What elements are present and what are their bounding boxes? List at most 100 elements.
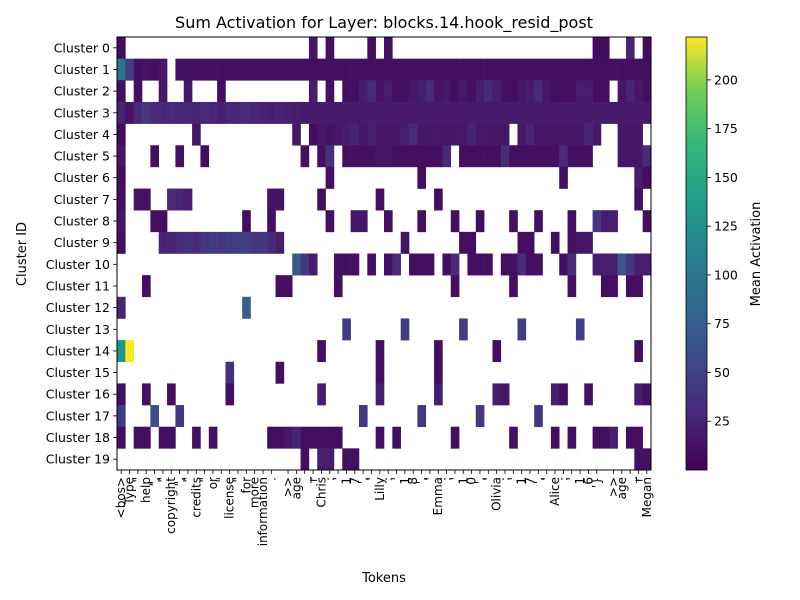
heatmap-cell	[534, 145, 543, 168]
x-tick-label: 8	[406, 477, 420, 485]
heatmap-cell	[150, 210, 160, 233]
heatmap-cell	[492, 80, 502, 103]
x-tick-label: _	[623, 476, 637, 484]
heatmap-cell	[450, 426, 460, 449]
heatmap-cell	[358, 210, 368, 233]
heatmap-cell	[484, 58, 493, 81]
heatmap-cell	[592, 253, 602, 276]
heatmap-cell	[409, 80, 418, 103]
y-tick-label: Cluster 0	[54, 40, 110, 55]
heatmap-cell	[292, 101, 301, 124]
heatmap-cell	[375, 426, 385, 449]
heatmap-cell	[233, 231, 243, 254]
heatmap-cell	[475, 145, 485, 168]
heatmap-cell	[609, 210, 618, 233]
x-tick-label: '	[506, 477, 520, 480]
heatmap-cell	[200, 101, 210, 124]
heatmap-cell	[600, 253, 610, 276]
y-tick-label: Cluster 15	[46, 365, 110, 380]
heatmap-cell	[475, 253, 485, 276]
y-tick-label: Cluster 2	[54, 84, 110, 99]
heatmap-cell	[509, 275, 518, 298]
heatmap-cell	[625, 80, 635, 103]
y-tick-label: Cluster 3	[54, 105, 110, 120]
heatmap-cell	[642, 101, 652, 124]
heatmap-cell	[150, 58, 160, 81]
heatmap-cell	[142, 426, 151, 449]
heatmap-cell	[467, 80, 477, 103]
heatmap-cell	[325, 210, 335, 233]
heatmap-cell	[492, 383, 502, 406]
heatmap-cell	[250, 231, 260, 254]
x-tick-label: .	[264, 477, 278, 481]
colorbar-tick-label: 200	[714, 72, 738, 87]
heatmap-cell	[642, 145, 652, 168]
heatmap-cell	[550, 123, 560, 146]
heatmap-cell	[450, 123, 460, 146]
heatmap-cell	[517, 231, 527, 254]
heatmap-cell	[258, 231, 268, 254]
heatmap-cell	[434, 383, 443, 406]
heatmap-cell	[358, 145, 368, 168]
y-tick-label: Cluster 12	[46, 300, 110, 315]
x-tick-label: '	[481, 477, 495, 480]
heatmap-cell	[559, 58, 568, 81]
colorbar-tick-label: 175	[714, 121, 738, 136]
x-axis-ticks: <bos>Type"help","copyright","credits"or"…	[114, 470, 654, 546]
heatmap-cell	[117, 145, 126, 168]
heatmap-cell	[634, 101, 643, 124]
heatmap-cell	[375, 123, 385, 146]
heatmap-cell	[534, 58, 543, 81]
heatmap-cell	[375, 101, 385, 124]
heatmap-cell	[208, 231, 218, 254]
heatmap-cell	[342, 145, 351, 168]
x-tick-label: ',	[415, 477, 429, 484]
y-tick-label: Cluster 17	[46, 408, 110, 423]
heatmap-cell	[192, 58, 201, 81]
heatmap-cell	[642, 383, 652, 406]
heatmap-cell	[425, 123, 435, 146]
heatmap-cell	[459, 231, 468, 254]
heatmap-cell	[142, 275, 151, 298]
heatmap-cell	[459, 80, 468, 103]
heatmap-cell	[125, 58, 134, 81]
x-tick-label: 6	[581, 477, 595, 485]
y-tick-label: Cluster 9	[54, 235, 110, 250]
x-tick-label: Olivia	[490, 477, 504, 511]
heatmap-cell	[417, 166, 427, 189]
heatmap-cell	[367, 101, 376, 124]
heatmap-cell	[400, 58, 410, 81]
heatmap-cell	[225, 361, 235, 384]
heatmap-cell	[525, 101, 535, 124]
x-tick-label: >>	[281, 477, 295, 497]
heatmap-cell	[342, 318, 351, 341]
heatmap-cell	[225, 101, 235, 124]
heatmap-cell	[250, 101, 260, 124]
heatmap-cell	[358, 101, 368, 124]
heatmap-cell	[317, 426, 326, 449]
heatmap-cell	[333, 253, 343, 276]
heatmap-cell	[534, 80, 543, 103]
heatmap-cell	[525, 145, 535, 168]
heatmap-cell	[125, 101, 134, 124]
x-tick-label: help	[139, 477, 153, 503]
heatmap-cell	[584, 145, 593, 168]
heatmap-cell	[200, 58, 210, 81]
heatmap-cell	[417, 80, 427, 103]
x-tick-label: '	[448, 477, 462, 480]
colorbar-tick-label: 25	[714, 414, 730, 429]
heatmap-cell	[350, 101, 360, 124]
heatmap-cell	[342, 80, 351, 103]
heatmap-cell	[392, 58, 401, 81]
x-tick-label: :	[323, 477, 337, 481]
heatmap-cell	[509, 101, 518, 124]
heatmap-cell	[625, 37, 635, 59]
heatmap-cell	[450, 253, 460, 276]
heatmap-cell	[534, 405, 543, 427]
heatmap-cell	[183, 231, 193, 254]
heatmap-cell	[625, 426, 635, 449]
heatmap-cell	[300, 145, 310, 168]
heatmap-cell	[459, 123, 468, 146]
heatmap-cell	[467, 253, 477, 276]
heatmap-cell	[567, 58, 577, 81]
